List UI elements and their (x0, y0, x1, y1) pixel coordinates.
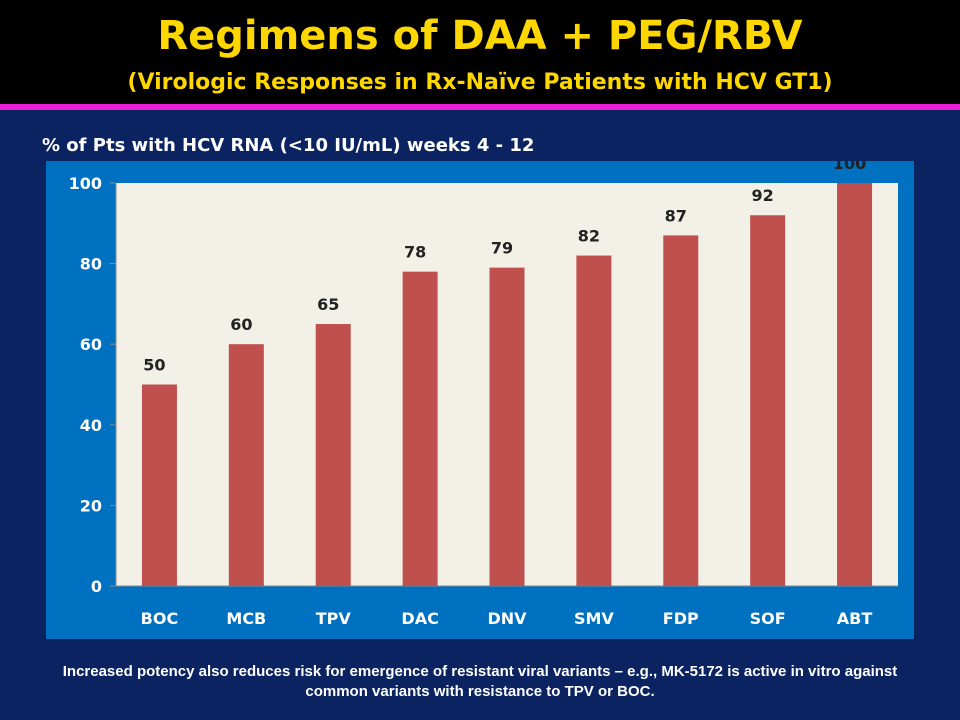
chart-title: % of Pts with HCV RNA (<10 IU/mL) weeks … (42, 135, 535, 156)
y-tick-label: 60 (80, 335, 102, 354)
x-tick-label: ABT (837, 609, 873, 628)
y-tick-label: 100 (69, 174, 102, 193)
slide-title: Regimens of DAA + PEG/RBV (157, 13, 803, 59)
data-label: 100 (833, 161, 866, 173)
x-tick-label: BOC (141, 609, 179, 628)
bar-mcb (228, 344, 264, 586)
x-tick-label: FDP (663, 609, 699, 628)
bar-abt (837, 183, 873, 586)
bar-chart: 0 20 40 60 80 100 50 BOC 60 MCB 65 TPV 78 DAC 79 DNV 82 S… (69, 161, 898, 628)
data-label: 82 (578, 227, 600, 246)
bar-fdp (663, 235, 699, 586)
data-label: 79 (491, 239, 513, 258)
data-label: 87 (665, 206, 687, 225)
title-bar: Regimens of DAA + PEG/RBV (Virologic Res… (0, 0, 960, 106)
data-label: 60 (230, 315, 252, 334)
data-label: 65 (317, 295, 339, 314)
slide-subtitle: (Virologic Responses in Rx-Naïve Patient… (127, 70, 833, 95)
bar-dac (402, 271, 438, 586)
x-tick-label: SOF (750, 609, 786, 628)
bar-sof (750, 215, 786, 587)
y-tick-label: 80 (80, 255, 102, 274)
x-tick-label: MCB (226, 609, 266, 628)
bar-smv (576, 255, 612, 586)
y-tick-label: 0 (91, 577, 102, 596)
data-label: 92 (752, 186, 774, 205)
accent-rule (0, 104, 960, 110)
bar-boc (141, 384, 177, 586)
data-label: 78 (404, 243, 426, 262)
data-label: 50 (143, 356, 165, 375)
x-tick-label: DAC (401, 609, 438, 628)
x-tick-label: TPV (316, 609, 352, 628)
y-tick-label: 20 (80, 496, 102, 515)
bar-dnv (489, 267, 525, 586)
x-tick-label: SMV (574, 609, 614, 628)
x-tick-label: DNV (487, 609, 527, 628)
footnote: Increased potency also reduces risk for … (62, 663, 898, 700)
chart-panel: 0 20 40 60 80 100 50 BOC 60 MCB 65 TPV 78 DAC 79 DNV 82 S… (46, 161, 914, 639)
bar-tpv (315, 324, 351, 586)
y-tick-label: 40 (80, 416, 102, 435)
